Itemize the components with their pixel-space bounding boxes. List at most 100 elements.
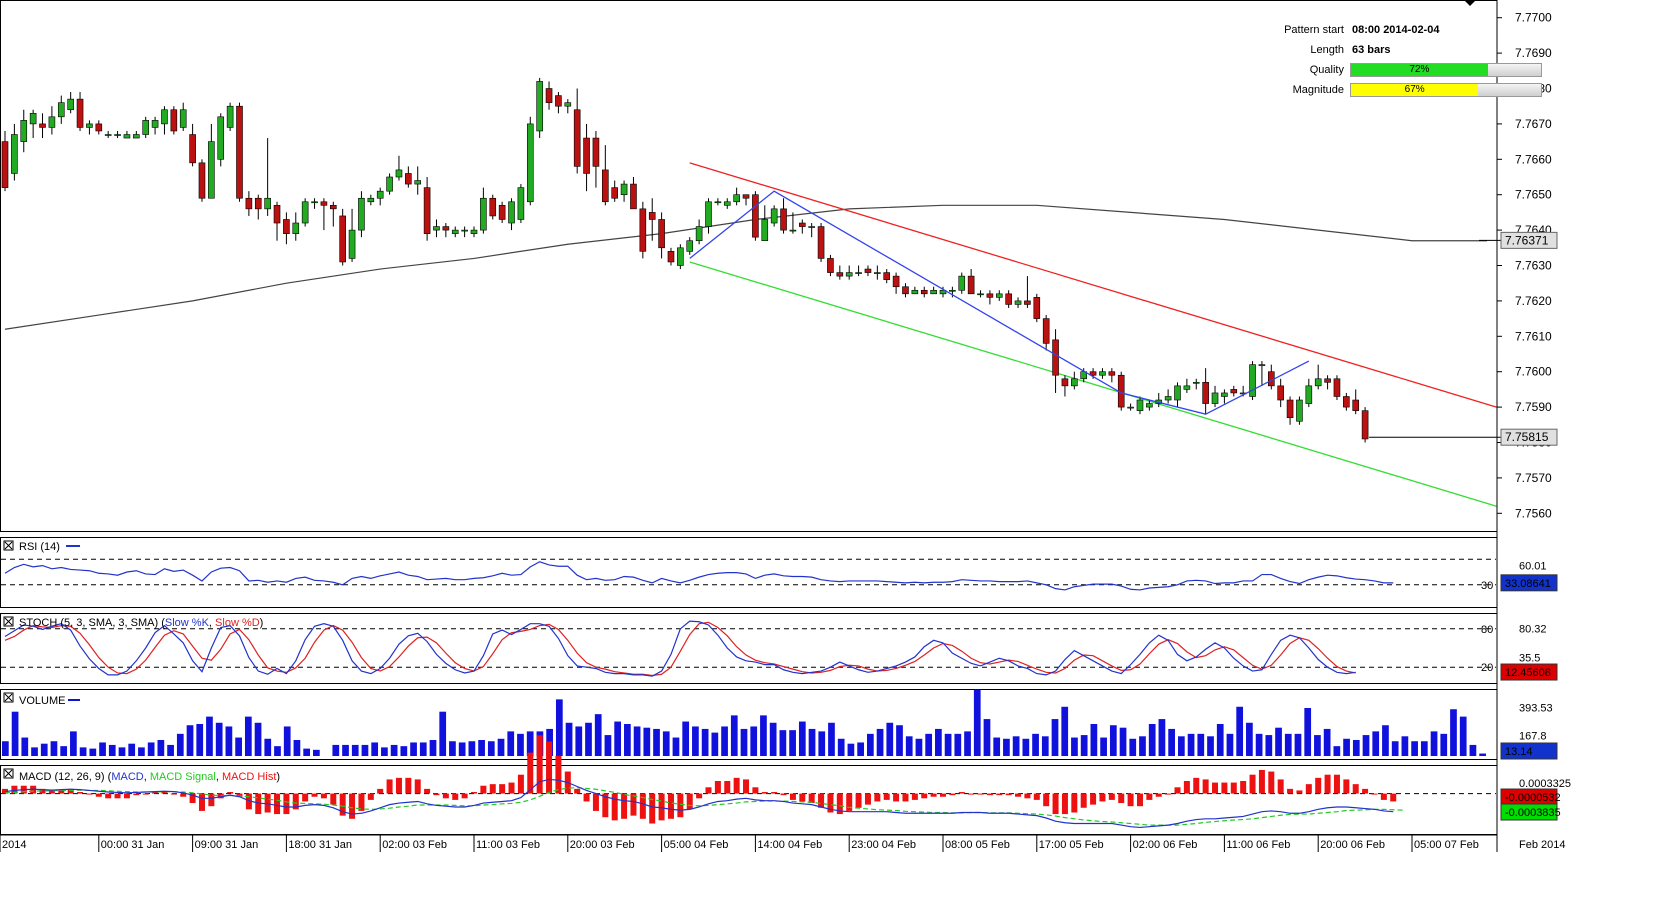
macd-hist-bar — [283, 793, 290, 815]
macd-hist-bar — [780, 793, 787, 796]
volume-bar — [176, 733, 184, 756]
volume-bar — [1450, 709, 1457, 756]
time-tick-label: 05:00 04 Feb — [664, 839, 729, 851]
candle-body — [20, 120, 28, 142]
macd-hist-bar — [902, 793, 909, 802]
candle-body — [1202, 382, 1209, 404]
candle-body — [1005, 293, 1012, 305]
volume-bar — [1275, 727, 1282, 756]
volume-bar — [1479, 753, 1486, 756]
candle-body — [892, 275, 900, 288]
candle-body — [845, 272, 853, 277]
candle-body — [902, 286, 909, 295]
time-tick-label: 2014 — [2, 839, 26, 851]
macd-hist-bar — [864, 793, 871, 805]
macd-hist-bar — [958, 792, 965, 794]
candle-body — [170, 109, 178, 132]
candle-body — [545, 88, 553, 103]
volume-bar — [1139, 736, 1146, 756]
macd-hist-bar — [170, 793, 177, 795]
macd-hist-bar — [1362, 788, 1369, 794]
volume-bar — [740, 728, 748, 756]
volume-bar — [779, 730, 787, 756]
candle-body — [405, 173, 412, 185]
time-tick-label: 00:00 31 Jan — [101, 839, 165, 851]
candle-body — [967, 275, 975, 295]
candle-body — [789, 229, 797, 232]
candle-body — [348, 229, 356, 259]
macd-hist-bar — [11, 785, 18, 794]
macd-hist-bar — [489, 784, 496, 794]
volume-bar — [857, 742, 864, 756]
macd-hist-bar — [386, 779, 393, 794]
candle-body — [677, 247, 684, 266]
macd-hist-bar — [1305, 784, 1312, 794]
candle-body — [667, 251, 675, 263]
volume-bar — [225, 726, 233, 756]
macd-hist-bar — [574, 788, 581, 794]
macd-hist-bar — [142, 793, 149, 795]
macd-hist-bar — [367, 793, 374, 800]
volume-bar — [1246, 722, 1253, 756]
volume-bar — [40, 743, 48, 756]
rsi-value-label: 33.08641 — [1505, 578, 1551, 590]
candle-body — [254, 197, 262, 210]
volume-bar — [818, 731, 826, 756]
macd-hist-bar — [414, 779, 421, 794]
macd-signal-value-label: -0.0003835 — [1505, 807, 1561, 819]
candle-body — [686, 240, 694, 252]
volume-bar — [371, 742, 379, 756]
time-tick-label: 11:00 06 Feb — [1226, 839, 1290, 851]
candle-body — [808, 226, 815, 228]
candle-body — [292, 222, 300, 234]
last-price-label: 7.75815 — [1505, 430, 1549, 444]
macd-hist-bar — [499, 784, 506, 794]
volume-bar — [254, 722, 262, 756]
stoch-value-label-box — [1500, 663, 1558, 681]
macd-hist-bar — [986, 793, 993, 796]
macd-hist-bar — [405, 777, 412, 794]
volume-bar — [1362, 735, 1370, 756]
candle-body — [39, 123, 46, 128]
macd-hist-bar — [1371, 793, 1378, 795]
quality-value: 72% — [1409, 64, 1430, 75]
candle-body — [1361, 410, 1369, 440]
candle-body — [245, 197, 253, 210]
candle-body — [189, 134, 196, 164]
candle-body — [1249, 364, 1256, 397]
macd-hist-bar — [461, 793, 468, 799]
candle-body — [198, 162, 206, 199]
macd-hist-bar — [893, 793, 900, 802]
volume-bar — [1158, 719, 1166, 756]
macd-hist-bar — [48, 790, 55, 794]
macd-line — [4, 778, 1394, 829]
volume-bar — [235, 737, 242, 756]
macd-hist-bar — [517, 774, 524, 794]
price-tick-label: 7.7650 — [1515, 188, 1552, 202]
pattern-start-label: Pattern start — [1284, 24, 1344, 36]
length-value: 63 bars — [1352, 44, 1391, 56]
candle-body — [1183, 385, 1191, 390]
stoch-d-line — [4, 621, 1356, 677]
candle-body — [526, 123, 534, 203]
volume-bar — [1352, 740, 1360, 756]
macd-hist-bar — [968, 793, 975, 795]
macd-hist-bar — [433, 793, 440, 796]
volume-bar — [458, 742, 466, 756]
volume-bar — [711, 732, 719, 756]
candle-body — [1324, 378, 1331, 383]
candle-body — [1042, 318, 1050, 344]
rsi-line — [4, 561, 1394, 591]
candle-body — [151, 120, 159, 128]
macd-hist-bar — [227, 792, 234, 794]
volume-bar — [21, 737, 29, 756]
candle-body — [11, 134, 18, 174]
macd-hist-bar — [67, 788, 74, 794]
volume-bar — [215, 722, 223, 756]
candle-body — [161, 109, 168, 125]
volume-bar — [1177, 736, 1185, 756]
macd-hist-bar — [639, 793, 646, 819]
macd-hist-bar — [836, 793, 843, 815]
volume-bar — [507, 731, 515, 756]
